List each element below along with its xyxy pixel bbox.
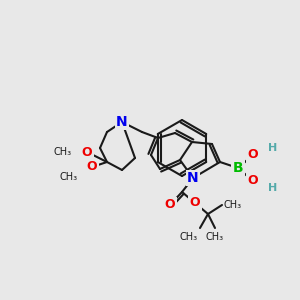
Text: CH₃: CH₃ bbox=[206, 232, 224, 242]
Text: O: O bbox=[82, 146, 92, 158]
Text: CH₃: CH₃ bbox=[224, 200, 242, 210]
Text: O: O bbox=[165, 199, 175, 212]
Text: CH₃: CH₃ bbox=[54, 147, 72, 157]
Text: O: O bbox=[248, 175, 258, 188]
Text: O: O bbox=[87, 160, 97, 173]
Text: N: N bbox=[187, 171, 199, 185]
Text: CH₃: CH₃ bbox=[180, 232, 198, 242]
Text: B: B bbox=[233, 161, 243, 175]
Text: H: H bbox=[268, 183, 277, 193]
Text: N: N bbox=[116, 115, 128, 129]
Text: H: H bbox=[268, 143, 277, 153]
Text: CH₃: CH₃ bbox=[60, 172, 78, 182]
Text: O: O bbox=[190, 196, 200, 209]
Text: O: O bbox=[248, 148, 258, 161]
